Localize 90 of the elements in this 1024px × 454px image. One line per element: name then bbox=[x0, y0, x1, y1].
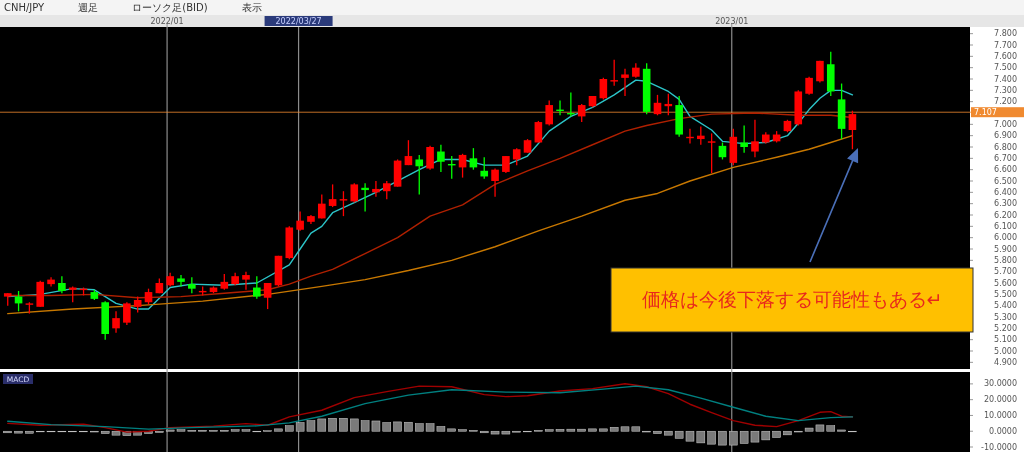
candlestick bbox=[382, 180, 391, 200]
candlestick bbox=[339, 190, 348, 217]
bar bbox=[588, 428, 597, 432]
candlestick bbox=[372, 180, 380, 198]
ref-line-label: 2022/03/27 bbox=[275, 16, 322, 26]
y-tick-label: 6.000 bbox=[994, 233, 1017, 243]
y-tick-label: 30.0000 bbox=[983, 379, 1017, 389]
y-tick-label: 6.100 bbox=[994, 221, 1017, 231]
y-tick-label: 20.0000 bbox=[983, 395, 1017, 405]
y-tick-label: 7.400 bbox=[994, 74, 1017, 84]
candlestick bbox=[426, 145, 434, 171]
bar bbox=[664, 430, 673, 436]
y-tick-label: 5.200 bbox=[994, 323, 1017, 333]
candlestick bbox=[263, 282, 272, 310]
text: 表示 bbox=[241, 2, 262, 13]
bar bbox=[25, 430, 34, 434]
y-tick-label: -10.0000 bbox=[981, 442, 1017, 452]
candlestick bbox=[437, 144, 445, 173]
y-tick-label: 6.700 bbox=[994, 153, 1017, 163]
candlestick bbox=[805, 76, 813, 96]
x-tick-label: 2023/01 bbox=[715, 16, 749, 26]
ref-line-label: 7.107 bbox=[974, 107, 997, 117]
bar bbox=[783, 430, 792, 436]
y-tick-label: 7.800 bbox=[994, 29, 1017, 39]
y-tick-label: 7.700 bbox=[994, 40, 1017, 50]
bar bbox=[328, 418, 337, 432]
y-tick-label: 6.600 bbox=[994, 165, 1017, 175]
y-tick-label: 7.500 bbox=[994, 63, 1017, 73]
x-tick-label: 2022/01 bbox=[150, 16, 184, 26]
bar bbox=[707, 430, 716, 445]
y-tick-label: 4.900 bbox=[994, 357, 1017, 367]
bar bbox=[339, 418, 348, 432]
y-tick-label: 5.700 bbox=[994, 267, 1017, 277]
text: ローソク足(BID) bbox=[132, 2, 208, 13]
y-tick-label: 5.500 bbox=[994, 289, 1017, 299]
y-tick-label: 6.200 bbox=[994, 210, 1017, 220]
candlestick bbox=[253, 275, 261, 300]
candlestick bbox=[697, 125, 705, 146]
candlestick bbox=[848, 110, 857, 150]
y-tick-label: 5.800 bbox=[994, 255, 1017, 265]
annotation: 価格は今後下落する可能性もある↵ bbox=[641, 287, 943, 310]
y-tick-label: 5.300 bbox=[994, 312, 1017, 322]
y-tick-label: 5.600 bbox=[994, 278, 1017, 288]
y-tick-label: 6.800 bbox=[994, 142, 1017, 152]
y-tick-label: 5.100 bbox=[994, 335, 1017, 345]
y-tick-label: 5.400 bbox=[994, 301, 1017, 311]
y-tick-label: 5.000 bbox=[994, 346, 1017, 356]
y-tick-label: 7.200 bbox=[994, 97, 1017, 107]
candlestick bbox=[112, 310, 120, 334]
bar bbox=[393, 421, 402, 432]
bar bbox=[772, 430, 781, 438]
bar bbox=[718, 430, 727, 446]
candlestick bbox=[545, 99, 553, 127]
bar bbox=[599, 428, 608, 432]
bar bbox=[653, 430, 662, 434]
candlestick bbox=[350, 182, 359, 204]
candlestick bbox=[480, 156, 489, 180]
bar bbox=[404, 421, 413, 432]
candlestick bbox=[491, 167, 499, 198]
candlestick bbox=[328, 183, 337, 208]
candlestick bbox=[621, 68, 629, 97]
candlestick bbox=[740, 124, 748, 154]
candlestick bbox=[751, 119, 759, 158]
y-tick-label: 7.300 bbox=[994, 85, 1017, 95]
candlestick bbox=[242, 271, 250, 291]
candlestick bbox=[361, 182, 369, 213]
text: CNH/JPY bbox=[4, 2, 46, 13]
y-tick-label: 6.300 bbox=[994, 199, 1017, 209]
annotation: 価格は今後下落する可能性もある↵ bbox=[610, 148, 974, 333]
candlestick bbox=[653, 94, 662, 116]
candlestick bbox=[123, 301, 131, 326]
y-tick-label: 0.0000 bbox=[989, 426, 1017, 436]
candlestick bbox=[577, 103, 586, 123]
y-tick-label: 6.900 bbox=[994, 131, 1017, 141]
bar bbox=[274, 428, 283, 432]
text: 週足 bbox=[78, 2, 99, 13]
candlestick bbox=[404, 139, 413, 166]
candlestick bbox=[599, 77, 608, 101]
y-tick-label: 7.600 bbox=[994, 51, 1017, 61]
candlestick bbox=[415, 154, 424, 196]
y-tick-label: 6.400 bbox=[994, 187, 1017, 197]
candlestick bbox=[296, 210, 304, 232]
candlestick bbox=[469, 147, 478, 171]
y-tick-label: 5.900 bbox=[994, 244, 1017, 254]
candlestick bbox=[610, 59, 618, 87]
candlestick bbox=[707, 132, 716, 174]
candlestick bbox=[177, 274, 185, 288]
y-tick-label: 6.500 bbox=[994, 176, 1017, 186]
y-tick-label: 7.000 bbox=[994, 119, 1017, 129]
y-tick-label: 10.0000 bbox=[983, 410, 1017, 420]
